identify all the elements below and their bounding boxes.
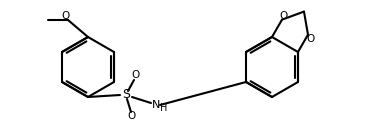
Text: O: O bbox=[280, 11, 288, 21]
Text: N: N bbox=[152, 100, 160, 110]
Text: O: O bbox=[128, 111, 136, 121]
Text: H: H bbox=[160, 103, 168, 113]
Text: O: O bbox=[131, 70, 139, 80]
Text: O: O bbox=[62, 11, 70, 21]
Text: O: O bbox=[307, 34, 315, 44]
Text: S: S bbox=[122, 88, 130, 101]
